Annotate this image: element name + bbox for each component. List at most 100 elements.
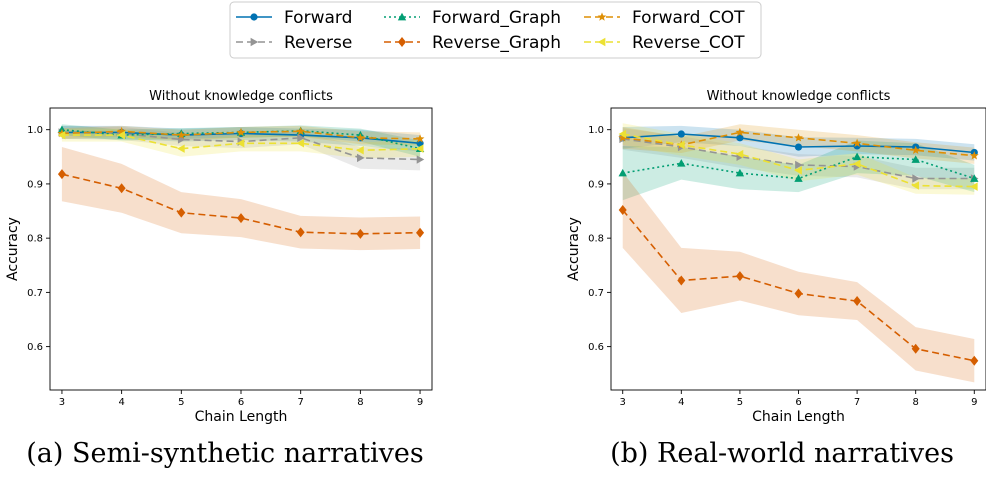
legend-marker-forward_graph xyxy=(397,12,407,21)
legend-entry-reverse_cot: Reverse_COT xyxy=(584,33,745,53)
point-forward_cot xyxy=(911,145,921,155)
ytick-label: 0.7 xyxy=(588,288,604,299)
legend-entry-forward_graph: Forward_Graph xyxy=(384,8,561,28)
point-reverse_graph xyxy=(117,183,126,194)
point-reverse_cot xyxy=(177,144,185,153)
legend-marker-forward_cot xyxy=(597,12,607,21)
point-forward_cot xyxy=(356,133,365,142)
point-reverse_graph xyxy=(356,228,365,239)
ytick-label: 0.8 xyxy=(27,234,43,245)
xtick-label: 9 xyxy=(417,397,423,408)
band-forward xyxy=(61,125,421,152)
point-forward_graph xyxy=(852,152,862,161)
ytick-label: 1.0 xyxy=(588,125,604,136)
xtick-label: 8 xyxy=(357,397,363,408)
point-forward_graph xyxy=(794,174,803,182)
band-reverse_cot xyxy=(622,123,975,195)
legend-label-forward_cot: Forward_COT xyxy=(632,8,745,28)
point-reverse_graph xyxy=(416,227,425,238)
point-forward xyxy=(794,143,803,151)
xtick-label: 8 xyxy=(913,397,919,408)
xtick-label: 5 xyxy=(737,397,743,408)
legend-label-forward_graph: Forward_Graph xyxy=(432,8,561,28)
point-reverse_cot xyxy=(117,130,125,140)
legend-entry-forward_cot: Forward_COT xyxy=(584,8,745,28)
point-reverse_graph xyxy=(296,227,305,238)
legend: Forward Reverse Forward_Graph Reverse_Graph… xyxy=(229,1,762,59)
series-reverse_graph xyxy=(618,204,979,366)
series-forward_graph xyxy=(618,152,979,182)
ytick-label: 0.8 xyxy=(588,234,604,245)
point-forward_cot xyxy=(852,138,862,147)
point-reverse_cot xyxy=(852,159,861,169)
point-reverse xyxy=(297,133,305,143)
point-reverse_cot xyxy=(236,139,245,148)
legend-label-reverse_graph: Reverse_Graph xyxy=(432,33,561,53)
point-forward_cot xyxy=(236,127,246,137)
point-forward_cot xyxy=(618,133,628,142)
xtick-label: 3 xyxy=(59,397,65,408)
point-forward_cot xyxy=(176,130,186,139)
point-forward_cot xyxy=(117,126,126,136)
point-reverse_graph xyxy=(735,271,744,282)
caption-semi-synthetic: (a) Semi-synthetic narratives xyxy=(26,438,424,469)
point-reverse_graph xyxy=(911,343,920,354)
chart-semi-synthetic: 0.6 0.7 0.8 0.9 1.0 3 4 5 6 7 8 9 Without knowledge … xyxy=(5,89,433,425)
point-reverse xyxy=(795,160,803,170)
chart-real-world: 0.6 0.7 0.8 0.9 1.0 3 4 5 6 7 8 9 Without knowledge … xyxy=(566,89,986,425)
legend-box xyxy=(229,1,762,59)
point-forward_cot xyxy=(794,133,803,142)
point-reverse_graph xyxy=(970,355,979,366)
series-reverse_cot xyxy=(618,129,978,191)
xtick-label: 7 xyxy=(854,397,860,408)
ytick-label: 0.6 xyxy=(588,342,604,353)
y-axis-label: Accuracy xyxy=(566,217,582,281)
legend-marker-reverse_cot xyxy=(597,37,606,47)
point-forward_cot xyxy=(735,127,745,137)
point-reverse_graph xyxy=(618,204,627,215)
band-reverse_graph xyxy=(61,147,421,251)
xtick-label: 4 xyxy=(118,397,124,408)
point-forward_graph xyxy=(911,155,920,163)
point-reverse_graph xyxy=(177,207,186,218)
legend-label-forward: Forward xyxy=(284,8,352,28)
point-reverse_cot xyxy=(618,129,627,139)
point-forward_graph xyxy=(735,168,745,177)
legend-entry-reverse_graph: Reverse_Graph xyxy=(384,33,561,53)
point-forward_cot xyxy=(296,126,306,136)
point-reverse_cot xyxy=(296,139,305,148)
chart-title: Without knowledge conflicts xyxy=(707,89,891,104)
point-forward xyxy=(736,134,744,142)
point-reverse_cot xyxy=(970,182,978,191)
series-reverse_cot xyxy=(57,130,424,155)
legend-entry-forward: Forward xyxy=(236,8,352,28)
point-reverse_cot xyxy=(57,130,66,140)
xtick-label: 7 xyxy=(298,397,304,408)
point-reverse_cot xyxy=(735,149,744,159)
point-reverse_cot xyxy=(415,144,424,153)
legend-marker-reverse xyxy=(250,37,259,47)
xtick-label: 4 xyxy=(678,397,684,408)
point-forward_cot xyxy=(969,151,979,160)
band-reverse_graph xyxy=(622,172,975,383)
xtick-label: 3 xyxy=(620,397,626,408)
point-forward_graph xyxy=(970,174,979,182)
point-reverse_cot xyxy=(677,140,685,150)
legend-label-reverse_cot: Reverse_COT xyxy=(632,33,745,53)
x-axis-label: Chain Length xyxy=(752,409,845,425)
ytick-label: 0.9 xyxy=(27,179,43,190)
point-reverse_cot xyxy=(911,181,920,190)
y-axis-label: Accuracy xyxy=(5,217,21,281)
xtick-label: 6 xyxy=(795,397,801,408)
ytick-label: 1.0 xyxy=(27,125,43,136)
x-axis-label: Chain Length xyxy=(195,409,288,425)
xtick-label: 9 xyxy=(971,397,977,408)
ytick-label: 0.6 xyxy=(27,342,43,353)
ytick-label: 0.7 xyxy=(27,288,43,299)
point-forward_graph xyxy=(677,159,686,167)
ytick-label: 0.9 xyxy=(588,179,604,190)
point-reverse_graph xyxy=(794,288,803,299)
xtick-label: 5 xyxy=(178,397,184,408)
chart-title: Without knowledge conflicts xyxy=(149,89,333,104)
